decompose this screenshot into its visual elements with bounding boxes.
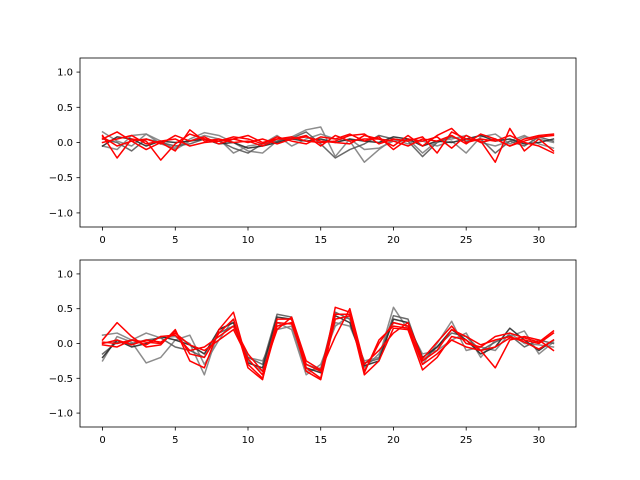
y-tick-label: 0.5 [57, 103, 73, 114]
y-tick-label: −0.5 [49, 374, 73, 385]
x-tick-label: 25 [460, 235, 473, 246]
x-tick-label: 15 [314, 435, 327, 446]
series-line-5 [101, 127, 555, 155]
x-tick-label: 10 [242, 235, 255, 246]
x-tick-label: 15 [314, 235, 327, 246]
series-group [101, 306, 555, 381]
y-tick-label: −1.0 [49, 208, 73, 219]
x-tick-label: 5 [172, 235, 178, 246]
y-tick-label: −0.5 [49, 173, 73, 184]
series-line-6 [101, 133, 555, 151]
x-tick-label: 30 [533, 435, 546, 446]
y-tick-label: −1.0 [49, 409, 73, 420]
x-tick-label: 20 [387, 235, 400, 246]
y-tick-label: 0.0 [57, 339, 73, 350]
x-tick-label: 25 [460, 435, 473, 446]
x-tick-label: 10 [242, 435, 255, 446]
y-tick-label: 0.0 [57, 138, 73, 149]
x-tick-label: 20 [387, 435, 400, 446]
y-tick-label: 0.5 [57, 304, 73, 315]
series-group [101, 126, 555, 163]
x-tick-label: 0 [99, 435, 105, 446]
x-tick-label: 0 [99, 235, 105, 246]
bottom-subplot: 0 5 10 15 20 25 30 1.0 0.5 0.0 −0.5 −1.0 [49, 259, 577, 446]
x-tick-label: 5 [172, 435, 178, 446]
series-line-6 [101, 307, 555, 373]
x-tick-label: 30 [533, 235, 546, 246]
y-tick-label: 1.0 [57, 68, 73, 79]
y-tick-label: 1.0 [57, 269, 73, 280]
series-line-7 [101, 313, 555, 376]
series-line-7 [101, 133, 555, 147]
top-subplot: 0 5 10 15 20 25 30 1.0 0.5 0.0 −0.5 −1.0 [49, 57, 577, 246]
